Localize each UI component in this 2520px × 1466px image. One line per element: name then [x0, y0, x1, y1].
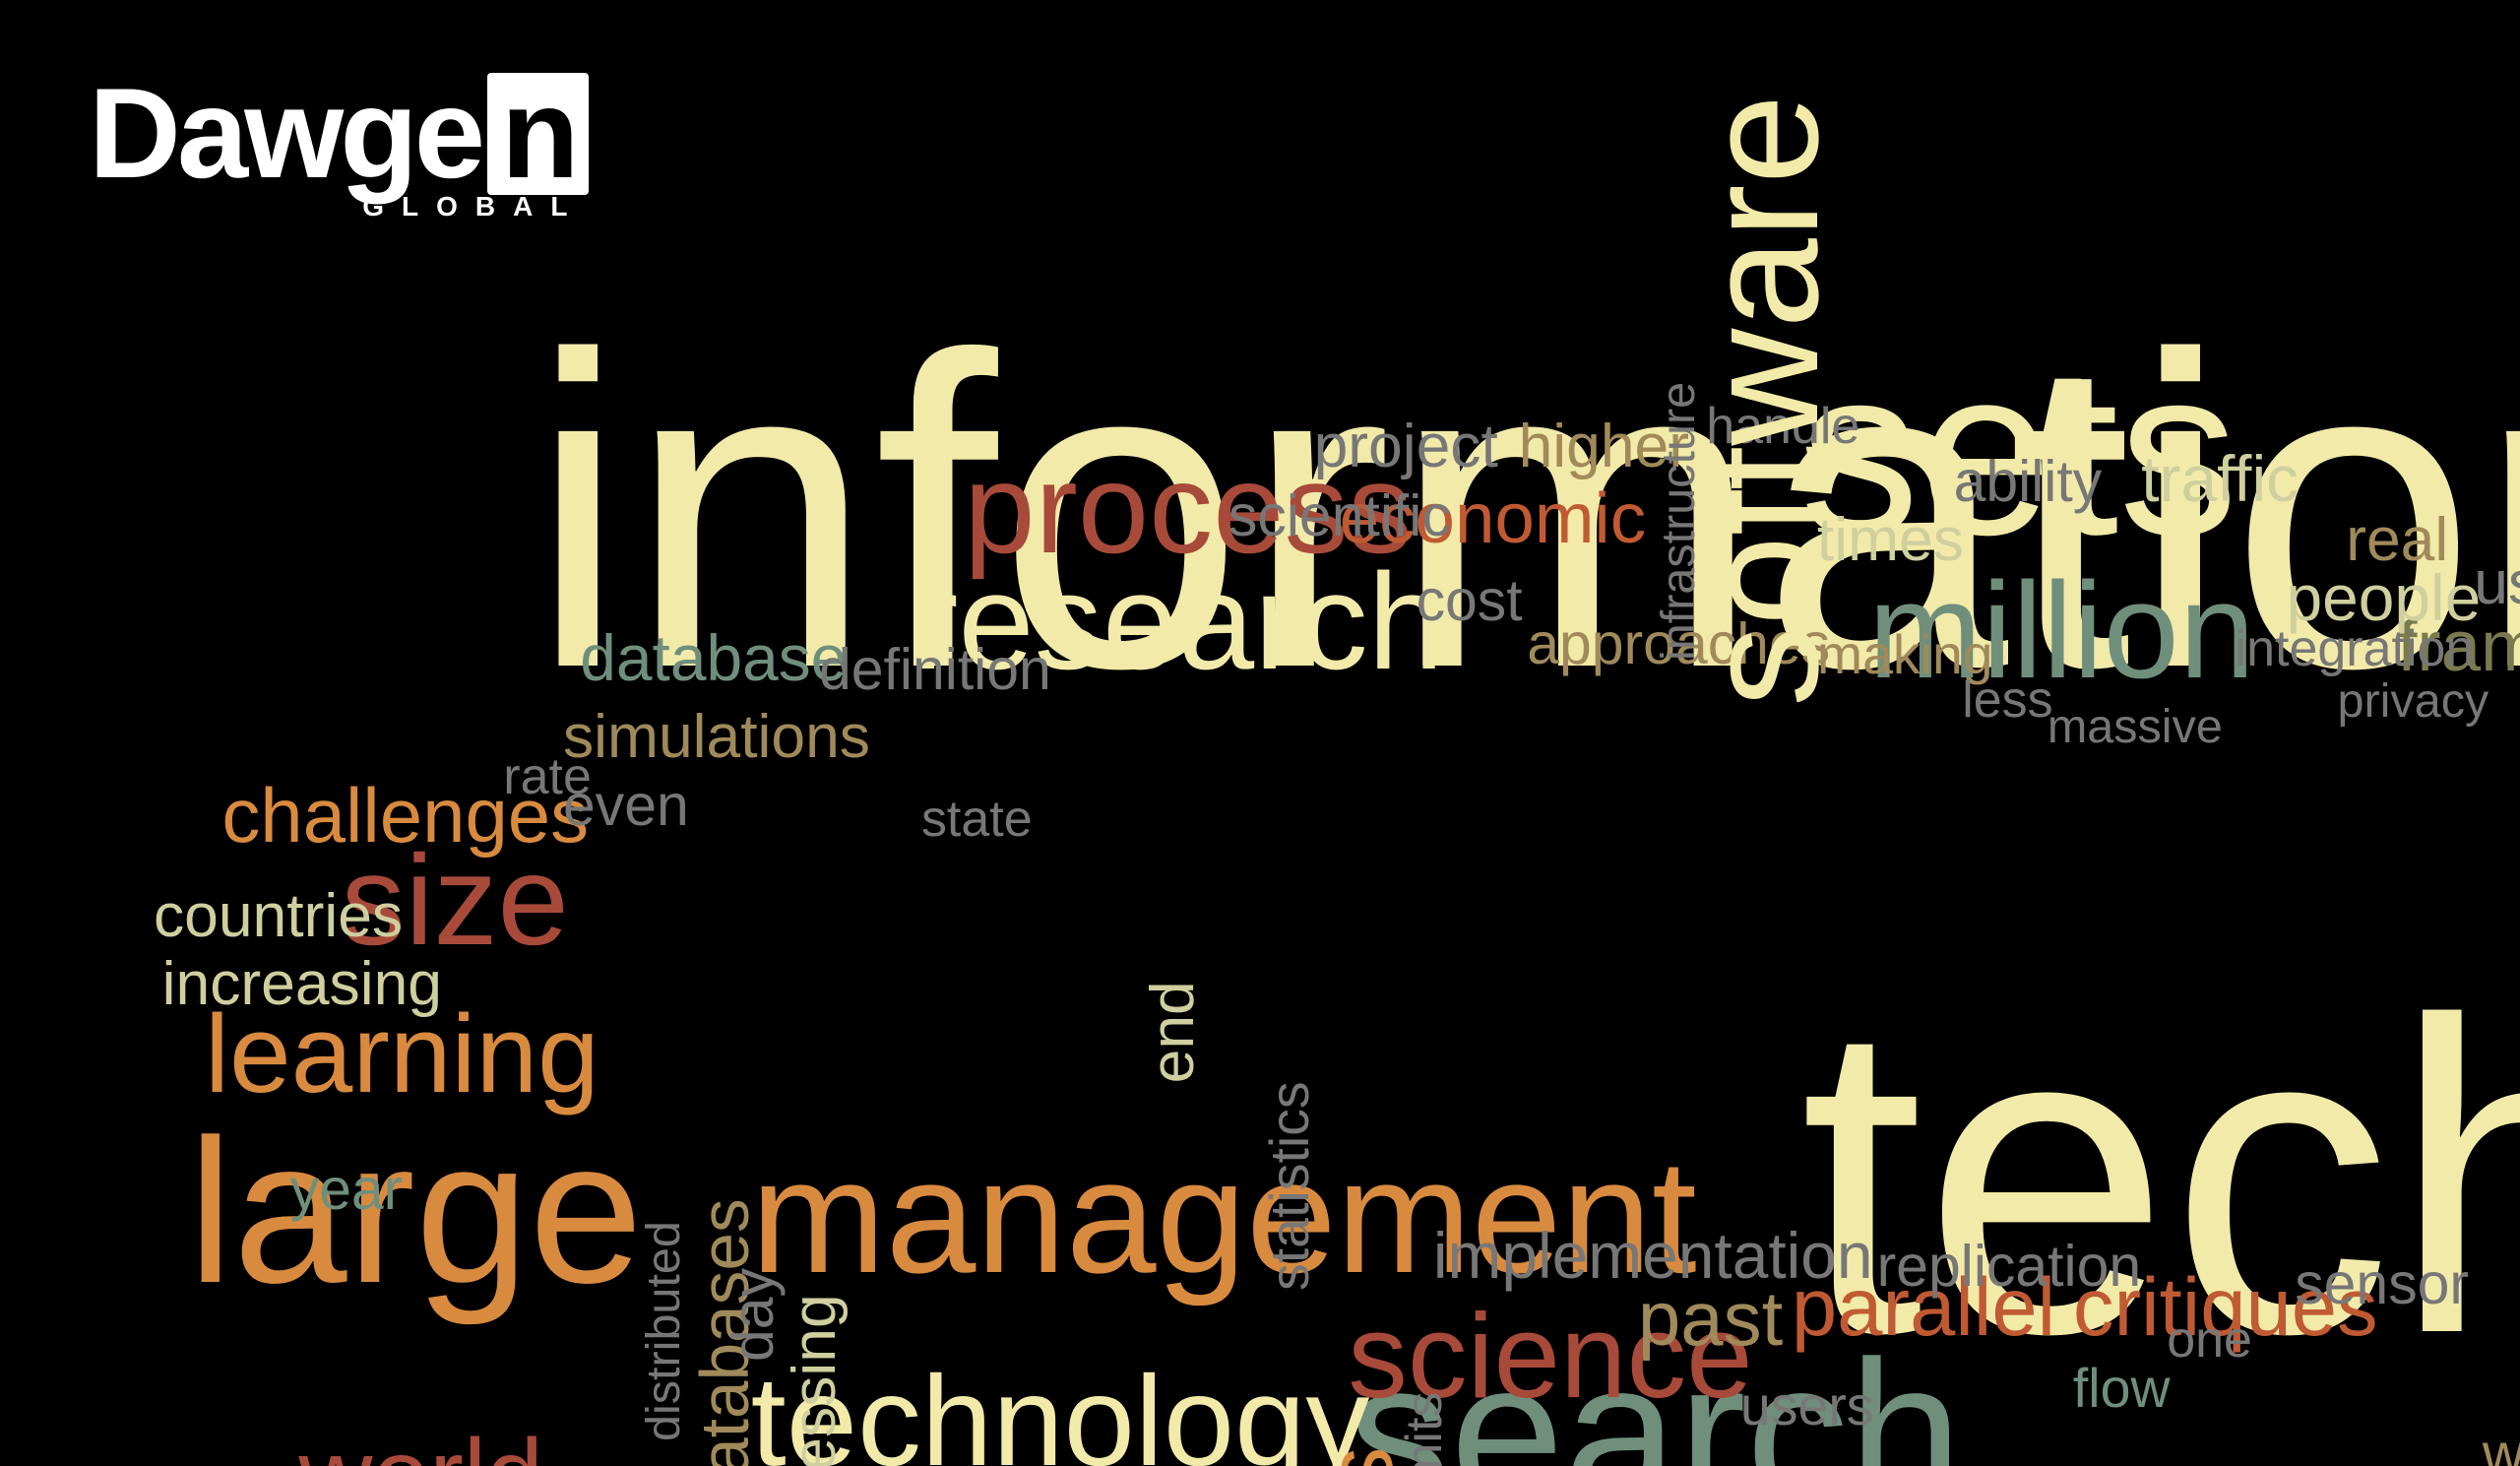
- word-countries: countries: [154, 886, 403, 947]
- word-day: day: [725, 1263, 784, 1366]
- word-project: project: [1314, 416, 1498, 478]
- word-software: software: [1680, 94, 1843, 708]
- logo-wordmark: Dawgen: [89, 69, 589, 197]
- word-processing: processing: [785, 1289, 846, 1466]
- wordcloud-canvas: Dawgen GLOBAL informationtechnologiessto…: [0, 0, 2520, 1466]
- logo-text-box: n: [487, 73, 589, 195]
- logo-text-prefix: Dawge: [89, 69, 481, 197]
- word-limits: limits: [1399, 1373, 1450, 1466]
- word-world: world: [298, 1425, 543, 1466]
- word-end: end: [1143, 973, 1204, 1092]
- word-replication: replication: [1877, 1239, 2142, 1297]
- word-implementation: implementation: [1433, 1224, 1873, 1289]
- word-database: database: [580, 626, 847, 691]
- brand-logo: Dawgen GLOBAL: [89, 69, 589, 223]
- word-users: users: [1740, 1379, 1874, 1434]
- word-distributed: distributed: [640, 1203, 688, 1459]
- word-less: less: [1962, 674, 2052, 726]
- word-flow: flow: [2073, 1362, 2171, 1416]
- word-infrastructure: infrastructure: [1655, 367, 1703, 674]
- word-privacy: privacy: [2338, 677, 2489, 726]
- word-traffic: traffic: [2141, 447, 2299, 512]
- word-integration: integration: [2236, 623, 2475, 674]
- word-statistics: statistics: [1263, 1058, 1317, 1314]
- word-rate: rate: [503, 751, 592, 802]
- word-state: state: [921, 794, 1033, 845]
- word-scientific: scientific: [1228, 488, 1451, 546]
- word-year: year: [290, 1162, 404, 1220]
- word-increasing: increasing: [162, 954, 442, 1015]
- word-exabytes: exabytes: [1314, 1442, 1408, 1466]
- word-ability: ability: [1954, 454, 2103, 512]
- word-massive: massive: [2048, 703, 2223, 751]
- word-large: large: [188, 1110, 643, 1314]
- word-cost: cost: [1417, 573, 1523, 631]
- word-real: real: [2346, 510, 2448, 571]
- word-simulations: simulations: [563, 707, 870, 768]
- word-definition: definition: [819, 642, 1051, 700]
- word-would: would: [2483, 1427, 2520, 1466]
- word-one: one: [2167, 1314, 2252, 1366]
- word-sensor: sensor: [2295, 1256, 2469, 1314]
